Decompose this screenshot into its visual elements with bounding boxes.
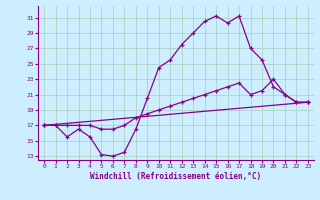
X-axis label: Windchill (Refroidissement éolien,°C): Windchill (Refroidissement éolien,°C)	[91, 172, 261, 181]
